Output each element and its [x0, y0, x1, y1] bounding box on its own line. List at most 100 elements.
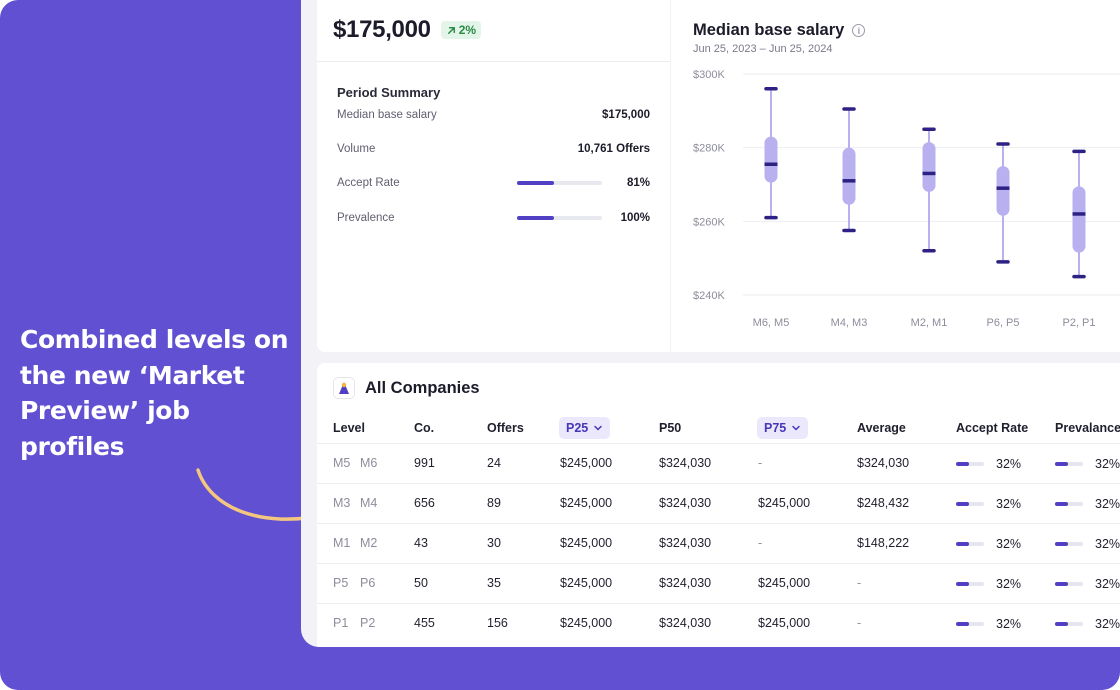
level-code: P6 [360, 576, 376, 590]
summary-row-prevalence: Prevalence 100% [337, 208, 650, 228]
summary-value: 100% [620, 212, 650, 224]
level-code: M1 [333, 536, 351, 550]
percent-value: 32% [1095, 537, 1120, 551]
company-count-cell: 656 [414, 482, 487, 523]
summary-label: Accept Rate [337, 177, 400, 189]
progress-track [956, 582, 984, 586]
prevalence-cell-bar: 32% [1055, 537, 1120, 551]
y-tick-label: $300K [693, 69, 725, 81]
progress-track [1055, 582, 1083, 586]
chevron-down-icon [594, 425, 602, 430]
column-header-offers[interactable]: Offers [487, 420, 524, 435]
table-header-row: Level Co. Offers P25 P50 P75 [317, 413, 1120, 443]
progress-fill [1055, 622, 1068, 627]
offers-cell: 24 [487, 442, 560, 483]
accept-rate-cell: 32% [956, 562, 1055, 603]
p25-label: P25 [566, 420, 589, 435]
info-icon[interactable]: i [852, 24, 866, 37]
change-badge: 2% [440, 21, 482, 39]
x-tick-label: M4, M3 [831, 317, 868, 329]
price-row: $175,000 2% [333, 16, 482, 44]
progress-fill [956, 502, 969, 506]
box [764, 136, 778, 183]
company-count-cell: 991 [414, 442, 487, 483]
accept-rate-cell-bar: 32% [956, 537, 1021, 551]
progress-fill [1055, 542, 1068, 546]
level-cell: P1 P2 [317, 602, 414, 643]
table-row[interactable]: M1 M2 43 30 $245,000 $324,030- $148,222 32% 32% [317, 522, 1120, 563]
p25-dropdown[interactable]: P25 [559, 416, 611, 439]
p50-cell: $324,030 [659, 442, 758, 483]
percent-value: 32% [1095, 577, 1120, 591]
percent-value: 32% [1095, 617, 1120, 632]
progress-track [956, 502, 984, 506]
summary-label: Median base salary [337, 109, 437, 121]
level-cell: M3 M4 [317, 482, 414, 523]
column-header-p25[interactable]: P25 [559, 413, 659, 443]
level-code: M4 [360, 496, 378, 510]
level-code: M2 [360, 536, 378, 550]
summary-row-accept-rate: Accept Rate 81% [337, 173, 650, 193]
table-row[interactable]: M5 M6 991 24 $245,000 $324,030- $324,030 32% 32% [317, 442, 1120, 483]
progress-fill [956, 542, 969, 546]
companies-table-card: All Companies Level Co. Offers P25 [317, 363, 1120, 647]
promo-headline: Combined levels on the new ‘Market Previ… [20, 325, 289, 461]
summary-value: 81% [626, 177, 650, 189]
chart-date-range: Jun 25, 2023 – Jun 25, 2024 [693, 43, 833, 55]
chart-title-row: Median base salary i [693, 21, 866, 40]
level-cell: M1 M2 [317, 522, 414, 563]
prevalence-cell-bar: 32% [1055, 617, 1120, 631]
progress-track [1055, 622, 1083, 627]
table-header: All Companies [333, 377, 480, 399]
accept-rate-cell: 32% [956, 482, 1055, 523]
prevalence-cell: 32% [1055, 562, 1120, 603]
p75-cell: $245,000 [758, 562, 857, 603]
prevalence-cell-bar: 32% [1055, 577, 1120, 591]
accept-rate-cell-bar: 32% [956, 457, 1021, 471]
offers-cell: 156 [487, 602, 560, 643]
progress-fill [1055, 502, 1068, 506]
column-header-accept-rate[interactable]: Accept Rate [956, 420, 1029, 435]
column-header-co[interactable]: Co. [414, 420, 435, 435]
average-cell: $324,030 [857, 442, 956, 483]
company-logo-icon [333, 377, 355, 399]
y-tick-label: $280K [693, 143, 725, 155]
y-tick-label: $240K [693, 290, 725, 302]
column-header-p75[interactable]: P75 [757, 413, 857, 443]
offers-cell: 89 [487, 482, 560, 523]
p50-cell: $324,030 [659, 602, 758, 643]
level-code: M3 [333, 496, 351, 510]
column-header-level[interactable]: Level [333, 420, 365, 435]
p25-cell: $245,000 [560, 442, 659, 483]
app-panel: $175,000 2% Period Summary Median base s… [301, 0, 1120, 647]
average-cell: - [857, 602, 956, 643]
table-row[interactable]: P1 P2 455 156 $245,000 $324,030 $245,000-32% 32… [317, 602, 1120, 643]
x-tick-label: M6, M5 [753, 317, 790, 329]
box [996, 166, 1010, 216]
table-row[interactable]: P5 P6 50 35 $245,000 $324,030 $245,000-32% 32% [317, 562, 1120, 603]
prevalence-cell: 32% [1055, 522, 1120, 563]
prevalence-bar-fill [517, 216, 554, 220]
table-row[interactable]: M3 M4 656 89 $245,000 $324,030 $245,000 $248,43… [317, 482, 1120, 523]
p25-cell: $245,000 [560, 522, 659, 563]
offers-cell: 30 [487, 522, 560, 563]
average-cell: - [857, 562, 956, 603]
progress-fill [1055, 582, 1068, 586]
column-header-prevalence[interactable]: Prevalance [1055, 420, 1120, 435]
percent-value: 32% [996, 497, 1022, 511]
chart-title: Median base salary [693, 21, 845, 39]
column-header-p50[interactable]: P50 [659, 420, 682, 435]
box-plot-chart: $300K $280K $260K $240K M6, M5 M4, M3 M2, M1 P6… [693, 69, 1120, 329]
prevalence-cell: 32% [1055, 442, 1120, 483]
progress-track [1055, 502, 1083, 506]
progress-track [1055, 542, 1083, 546]
progress-track [956, 462, 984, 466]
prevalence-bar [517, 216, 602, 220]
average-cell: $148,222 [857, 522, 956, 563]
p75-dropdown[interactable]: P75 [757, 416, 809, 439]
table-title: All Companies [365, 378, 480, 397]
accept-rate-cell-bar: 32% [956, 617, 1021, 631]
progress-track [956, 542, 984, 546]
column-header-average[interactable]: Average [857, 420, 906, 435]
